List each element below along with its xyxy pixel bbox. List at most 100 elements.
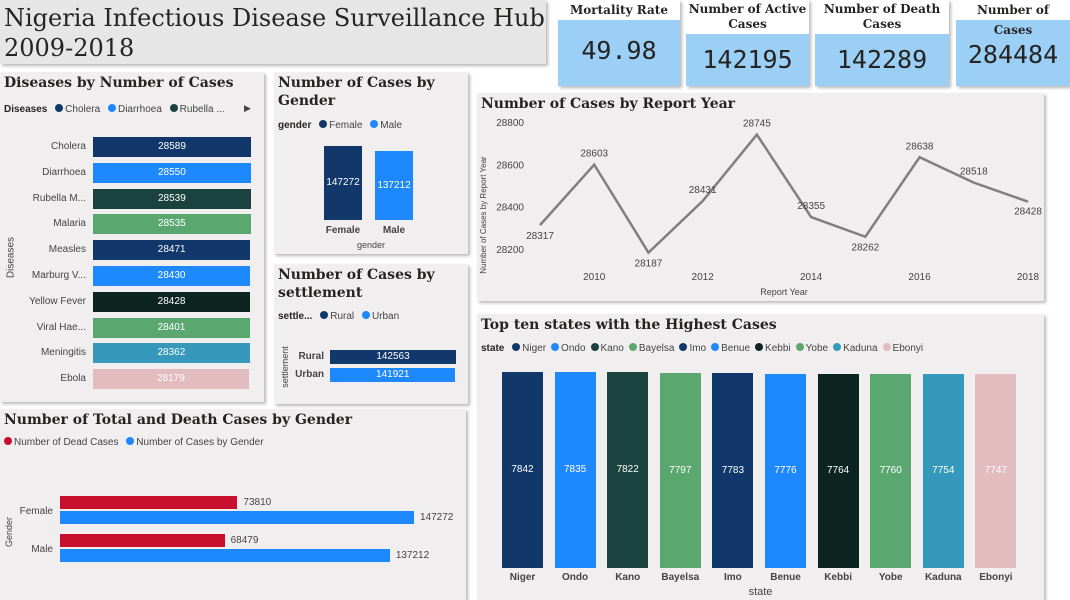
legend-item[interactable]: Urban xyxy=(371,311,400,322)
legend-item[interactable]: Kebbi xyxy=(765,343,791,354)
data-point[interactable] xyxy=(1025,199,1031,205)
legend-next-arrow-icon[interactable]: ▶ xyxy=(244,103,251,113)
bar[interactable]: 7835 xyxy=(554,372,596,568)
data-point[interactable] xyxy=(537,222,543,228)
bar[interactable]: 28535 xyxy=(93,214,251,235)
bar[interactable]: 28589 xyxy=(93,137,251,157)
bar[interactable] xyxy=(60,534,225,547)
bar[interactable]: 7842 xyxy=(502,372,543,568)
bar[interactable]: 28471 xyxy=(93,240,251,261)
kpi-card-death-cases[interactable]: Number of Death Cases 142289 xyxy=(815,0,949,86)
data-point[interactable] xyxy=(808,214,814,220)
category-label: Female xyxy=(325,225,361,236)
kpi-value: 142195 xyxy=(702,45,793,74)
diseases-panel[interactable]: Diseases by Number of Cases Diseases Cho… xyxy=(0,72,264,402)
data-point[interactable] xyxy=(645,250,651,256)
data-point[interactable] xyxy=(971,180,977,186)
kpi-label: Mortality Rate xyxy=(558,0,680,20)
legend-dot-icon xyxy=(679,343,688,352)
legend-item[interactable]: Kano xyxy=(600,343,624,354)
legend-item[interactable]: Rural xyxy=(330,311,355,322)
report-year-chart-title: Number of Cases by Report Year xyxy=(481,96,736,112)
bar[interactable]: 28428 xyxy=(93,291,251,312)
kpi-card-active-cases[interactable]: Number of Active Cases 142195 xyxy=(686,0,809,86)
y-tick-label: 28200 xyxy=(496,245,524,256)
bar[interactable]: 28539 xyxy=(93,188,251,209)
top-states-legend: state Niger Ondo Kano Bayelsa Imo Benue Kebbi Y… xyxy=(481,343,923,354)
kpi-value: 284484 xyxy=(967,40,1059,69)
bar[interactable]: 141921 xyxy=(330,368,456,382)
legend-item[interactable]: Number of Cases by Gender xyxy=(136,437,264,448)
x-tick-label: 2012 xyxy=(692,272,715,283)
legend-item[interactable]: Diarrhoea xyxy=(117,104,162,115)
dashboard-title: Nigeria Infectious Disease Surveillance … xyxy=(4,4,545,32)
bar[interactable]: 28430 xyxy=(93,266,251,286)
category-label: Yellow Fever xyxy=(29,295,86,307)
data-label: 7797 xyxy=(669,464,692,476)
data-label: 7776 xyxy=(774,464,797,476)
settlement-panel[interactable]: Number of Cases by settlement settle... … xyxy=(274,264,468,404)
legend-item[interactable]: Male xyxy=(380,120,402,131)
bar[interactable]: 28401 xyxy=(93,317,250,338)
bar[interactable]: 7764 xyxy=(817,373,859,568)
legend-item[interactable]: Ebonyi xyxy=(892,343,924,354)
data-point[interactable] xyxy=(591,162,597,168)
legend-item[interactable]: Rubella ... xyxy=(179,104,225,115)
series-line[interactable] xyxy=(539,132,1029,255)
legend-item[interactable]: Niger xyxy=(522,343,547,354)
bar[interactable]: 147272 xyxy=(324,146,362,220)
legend-item[interactable]: Imo xyxy=(689,343,707,354)
kpi-card-number-of-cases[interactable]: Number of Cases 284484 xyxy=(956,0,1070,86)
bar[interactable]: 7797 xyxy=(659,373,701,568)
legend-dot-icon xyxy=(4,437,12,446)
category-label: Benue xyxy=(770,572,801,583)
y-tick-label: 28600 xyxy=(496,160,524,171)
category-label: Imo xyxy=(724,572,742,583)
data-label: 28428 xyxy=(1014,207,1042,218)
report-year-panel[interactable]: Number of Cases by Report Year Number of… xyxy=(477,93,1044,301)
legend-item[interactable]: Number of Dead Cases xyxy=(14,437,119,448)
bar[interactable]: 28550 xyxy=(93,162,251,183)
bar[interactable]: 7776 xyxy=(765,373,806,568)
bar[interactable] xyxy=(60,496,238,509)
bar[interactable]: 137212 xyxy=(375,151,413,220)
y-tick-label: 28400 xyxy=(496,203,524,214)
data-label: 28471 xyxy=(157,244,186,256)
bar[interactable]: 7747 xyxy=(975,374,1017,568)
category-label: Rural xyxy=(298,351,324,362)
bar[interactable]: 7760 xyxy=(870,374,912,568)
bar[interactable]: 142563 xyxy=(330,350,456,364)
gender-panel[interactable]: Number of Cases by Gender gender Female … xyxy=(274,72,468,254)
data-label: 28428 xyxy=(157,295,186,307)
bar[interactable]: 7754 xyxy=(922,374,964,568)
legend-item[interactable]: Female xyxy=(329,120,363,131)
data-point[interactable] xyxy=(862,234,868,240)
data-label: 28603 xyxy=(580,149,608,160)
kpi-card-mortality-rate[interactable]: Mortality Rate 49.98 xyxy=(558,0,680,86)
legend-item[interactable]: Kaduna xyxy=(843,343,878,354)
bar[interactable]: 7822 xyxy=(607,372,649,568)
legend-item[interactable]: Benue xyxy=(721,343,751,354)
bar[interactable]: 7783 xyxy=(712,373,754,568)
bar[interactable]: 28362 xyxy=(93,343,250,364)
legend-item[interactable]: Bayelsa xyxy=(638,343,675,354)
legend-item[interactable]: Yobe xyxy=(805,343,829,354)
data-label: 28745 xyxy=(743,119,771,130)
total-death-gender-panel[interactable]: Number of Total and Death Cases by Gende… xyxy=(0,409,466,600)
top-states-x-axis-label: state xyxy=(748,586,773,598)
kpi-label: Number of Active Cases xyxy=(686,0,809,34)
bar[interactable] xyxy=(60,511,414,524)
category-label: Bayelsa xyxy=(661,572,700,583)
data-point[interactable] xyxy=(700,198,706,204)
settlement-chart-title: Number of Cases by settlement xyxy=(278,267,435,301)
data-point[interactable] xyxy=(754,132,760,138)
data-point[interactable] xyxy=(917,154,923,160)
legend-dot-icon xyxy=(320,311,329,320)
category-label: Viral Hae... xyxy=(36,321,86,333)
bar[interactable] xyxy=(60,549,390,562)
legend-item[interactable]: Cholera xyxy=(65,104,101,115)
top-states-panel[interactable]: Top ten states with the Highest Cases st… xyxy=(477,314,1044,600)
legend-item[interactable]: Ondo xyxy=(561,343,586,354)
category-label: Urban xyxy=(295,369,324,380)
bar[interactable]: 28179 xyxy=(93,369,249,390)
